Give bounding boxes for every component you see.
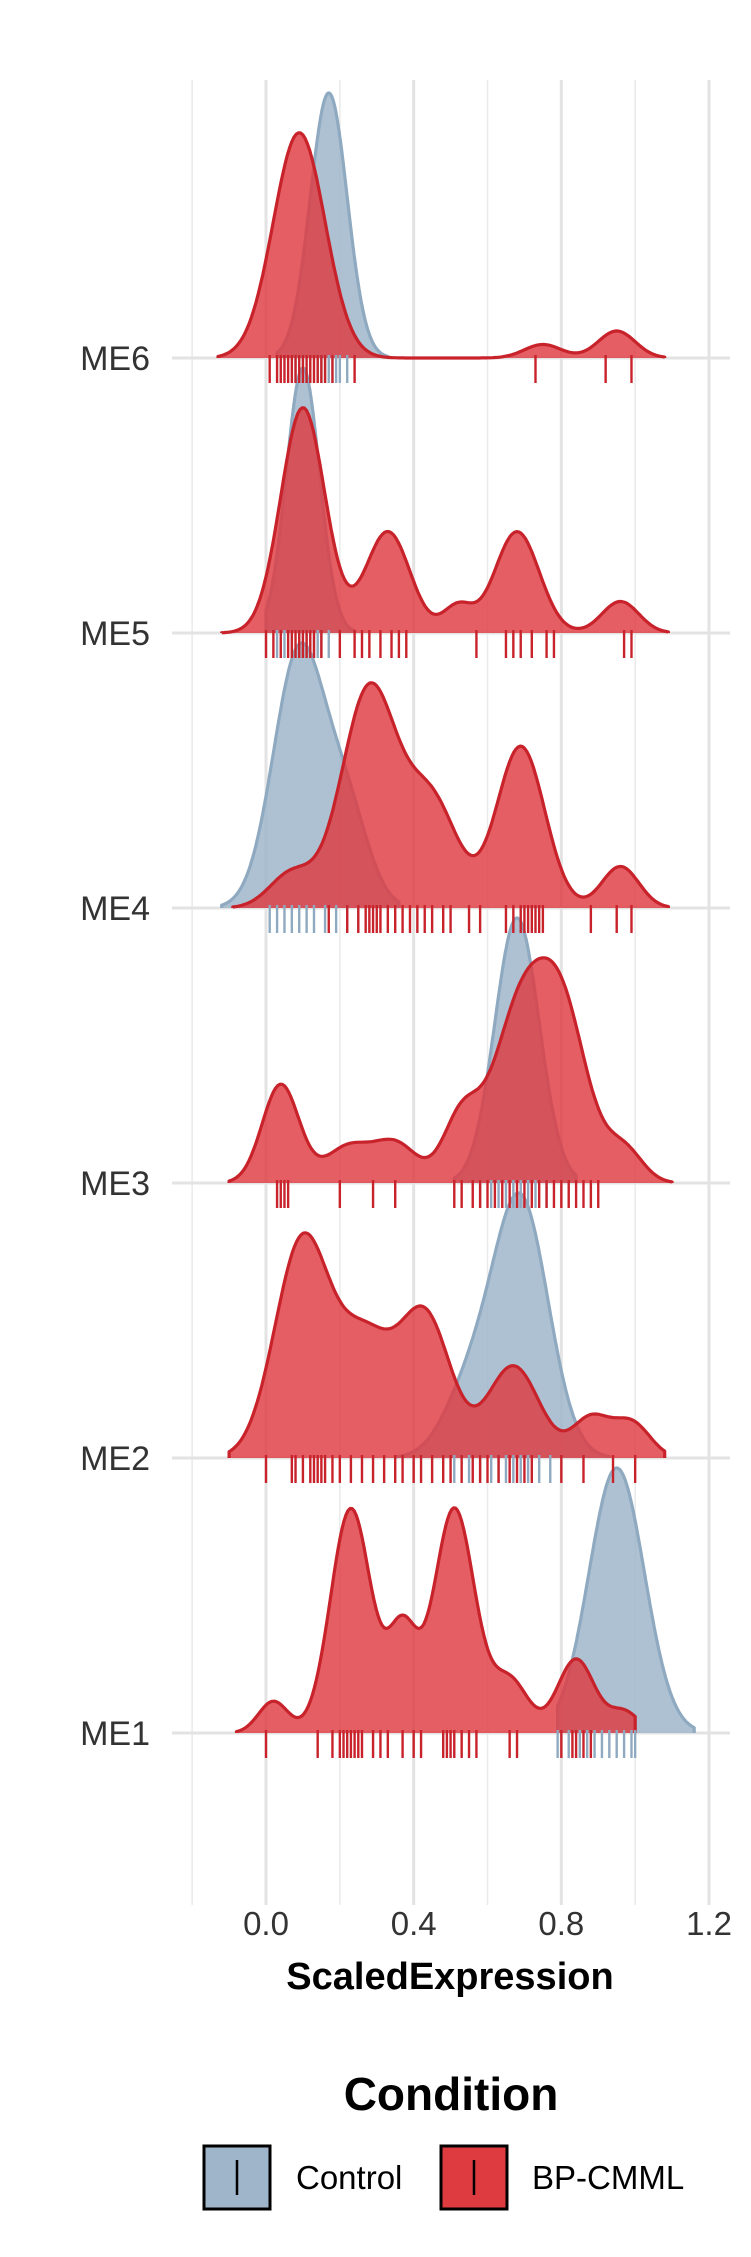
density-line-bp-cmml-me1 — [234, 1506, 637, 1734]
y-tick-label-me6: ME6 — [80, 340, 150, 378]
density-area-bp-cmml-me3 — [229, 957, 673, 1183]
rug-marks — [264, 355, 637, 1758]
x-tick-label: 0.0 — [243, 1905, 289, 1942]
density-line-bp-cmml-me3 — [227, 956, 674, 1184]
y-axis-labels: ME1 ME2 ME3 ME4 ME5 ME6 — [80, 340, 150, 1753]
legend-entry-bp-cmml: BP-CMML — [439, 2144, 684, 2211]
legend-title: Condition — [344, 2068, 559, 2120]
density-line-control-me1 — [556, 1466, 696, 1733]
legend-entry-control: Control — [202, 2144, 402, 2211]
legend-label-control: Control — [296, 2159, 402, 2196]
x-axis-tick-labels: 0.0 0.4 0.8 1.2 — [243, 1905, 732, 1942]
legend-label-bp-cmml: BP-CMML — [532, 2159, 684, 2196]
y-tick-label-me3: ME3 — [80, 1165, 150, 1203]
y-tick-label-me5: ME5 — [80, 615, 150, 653]
density-area-bp-cmml-me5 — [221, 407, 669, 633]
x-axis-title: ScaledExpression — [286, 1956, 613, 1998]
density-area-bp-cmml-me2 — [229, 1232, 665, 1458]
density-ridges — [216, 91, 696, 1734]
density-area-bp-cmml-me1 — [236, 1507, 636, 1733]
density-area-control-me1 — [557, 1468, 695, 1733]
y-tick-label-me4: ME4 — [80, 890, 150, 928]
density-area-bp-cmml-me6 — [218, 132, 665, 358]
x-tick-label: 0.4 — [391, 1905, 437, 1942]
x-tick-label: 0.8 — [538, 1905, 584, 1942]
density-line-bp-cmml-me5 — [220, 406, 670, 635]
y-tick-label-me1: ME1 — [80, 1715, 150, 1753]
density-area-control-me2 — [395, 1193, 610, 1458]
density-area-bp-cmml-me4 — [232, 682, 669, 908]
density-line-bp-cmml-me2 — [227, 1231, 667, 1458]
legend: Condition Control BP-CMML — [202, 2068, 684, 2211]
density-line-bp-cmml-me4 — [231, 681, 670, 909]
x-tick-label: 1.2 — [686, 1905, 732, 1942]
density-line-bp-cmml-me6 — [216, 131, 667, 360]
y-tick-label-me2: ME2 — [80, 1440, 150, 1478]
